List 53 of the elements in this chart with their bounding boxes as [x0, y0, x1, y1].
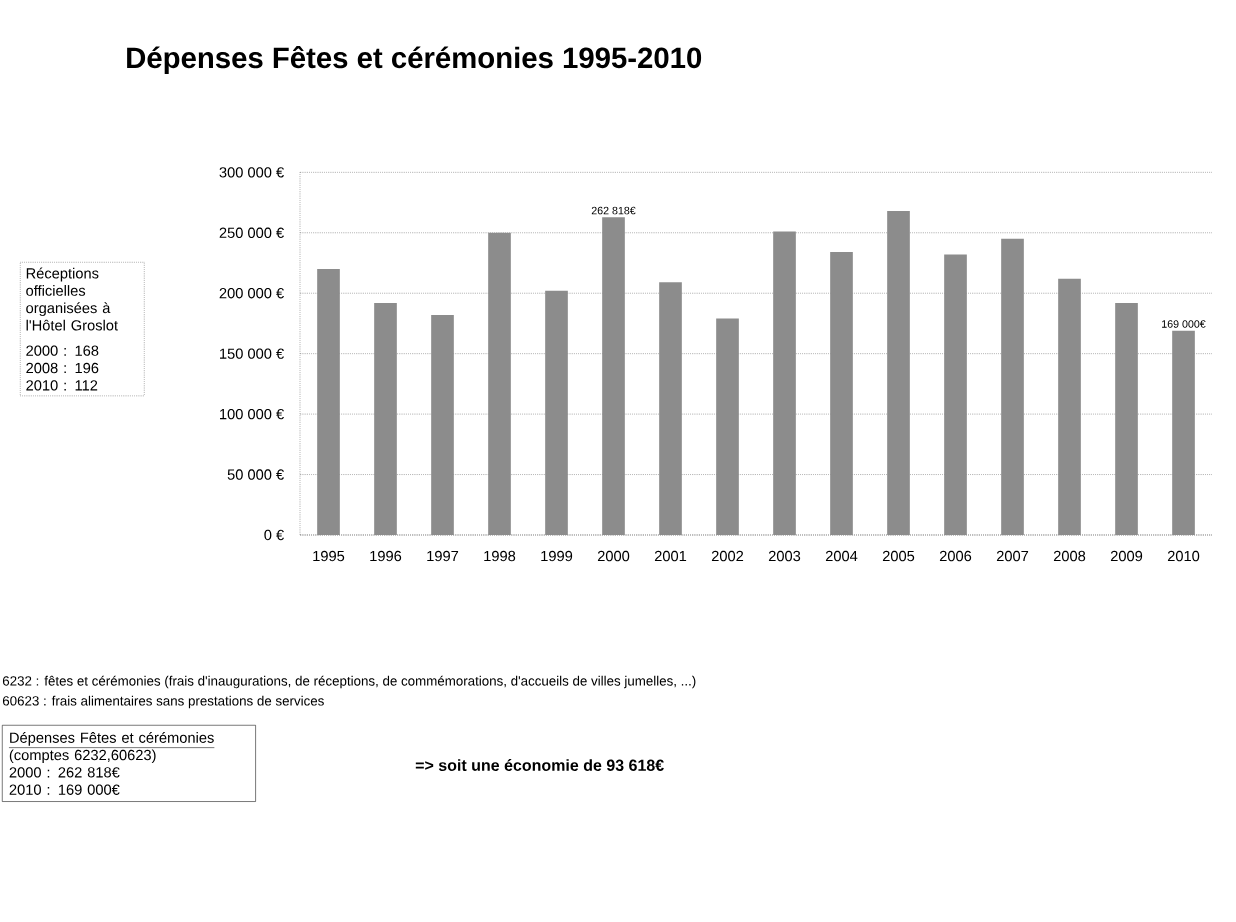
bar [488, 232, 511, 535]
bar [602, 217, 625, 535]
bar [1172, 330, 1195, 535]
x-tick-label: 1995 [313, 550, 345, 562]
bar [944, 254, 967, 535]
bar [1001, 238, 1024, 535]
text: 6232 : fêtes et cérémonies (frais d'inaugurations, de réceptions, de commémorations, d'accueils de villes jumelles, ...) [2, 675, 696, 689]
x-tick-label: 1998 [484, 550, 516, 562]
y-tick-label: 100 000 € [220, 408, 284, 420]
text: => soit une économie de 93 618€ [415, 759, 664, 771]
text: 2010 : 112 [26, 380, 98, 391]
x-tick-label: 2005 [882, 550, 915, 562]
x-tick-label: 2001 [654, 550, 687, 562]
bar [1058, 278, 1081, 535]
y-tick-label: 0 € [264, 529, 284, 541]
x-tick-label: 1997 [427, 550, 459, 562]
bar [887, 211, 910, 535]
y-tick-label: 50 000 € [227, 469, 284, 480]
text: (comptes 6232,60623) [9, 749, 156, 764]
bar [317, 269, 340, 535]
y-tick-label: 200 000 € [219, 288, 284, 299]
text: 2008 : 196 [26, 362, 99, 374]
x-tick-label: 2002 [711, 550, 744, 562]
y-tick-label: 300 000 € [219, 167, 284, 178]
text: Dépenses Fêtes et cérémonies [10, 731, 214, 746]
bar [830, 252, 853, 535]
chart-title: Dépenses Fêtes et cérémonies 1995-2010 [127, 46, 702, 74]
x-tick-label: 2004 [825, 550, 858, 562]
text: 2000 : 262 818€ [9, 767, 120, 778]
bar [431, 314, 454, 535]
text: 60623 : frais alimentaires sans prestations de services [2, 695, 324, 709]
data-label: 169 000€ [1162, 320, 1206, 328]
bar [659, 282, 682, 535]
bar [374, 302, 397, 535]
x-tick-label: 2003 [768, 550, 801, 562]
bar [773, 231, 796, 535]
bar [545, 290, 568, 535]
text: 2000 : 168 [26, 345, 99, 356]
y-tick-label: 150 000 € [220, 348, 284, 359]
x-tick-label: 1996 [370, 550, 402, 562]
text: Réceptions officielles organisées à l'Hôtel Groslot [26, 267, 118, 331]
bar [716, 318, 739, 535]
x-tick-label: 1999 [541, 550, 573, 562]
data-label: 262 818€ [591, 206, 636, 215]
bar [1115, 302, 1138, 535]
x-tick-label: 2007 [996, 550, 1029, 562]
x-tick-label: 2000 [597, 550, 630, 562]
y-tick-label: 250 000 € [219, 227, 284, 238]
x-tick-label: 2006 [939, 550, 972, 562]
x-tick-label: 2009 [1110, 550, 1143, 562]
x-tick-label: 2010 [1167, 550, 1200, 562]
text: 2010 : 169 000€ [9, 784, 120, 795]
x-tick-label: 2008 [1053, 550, 1086, 562]
